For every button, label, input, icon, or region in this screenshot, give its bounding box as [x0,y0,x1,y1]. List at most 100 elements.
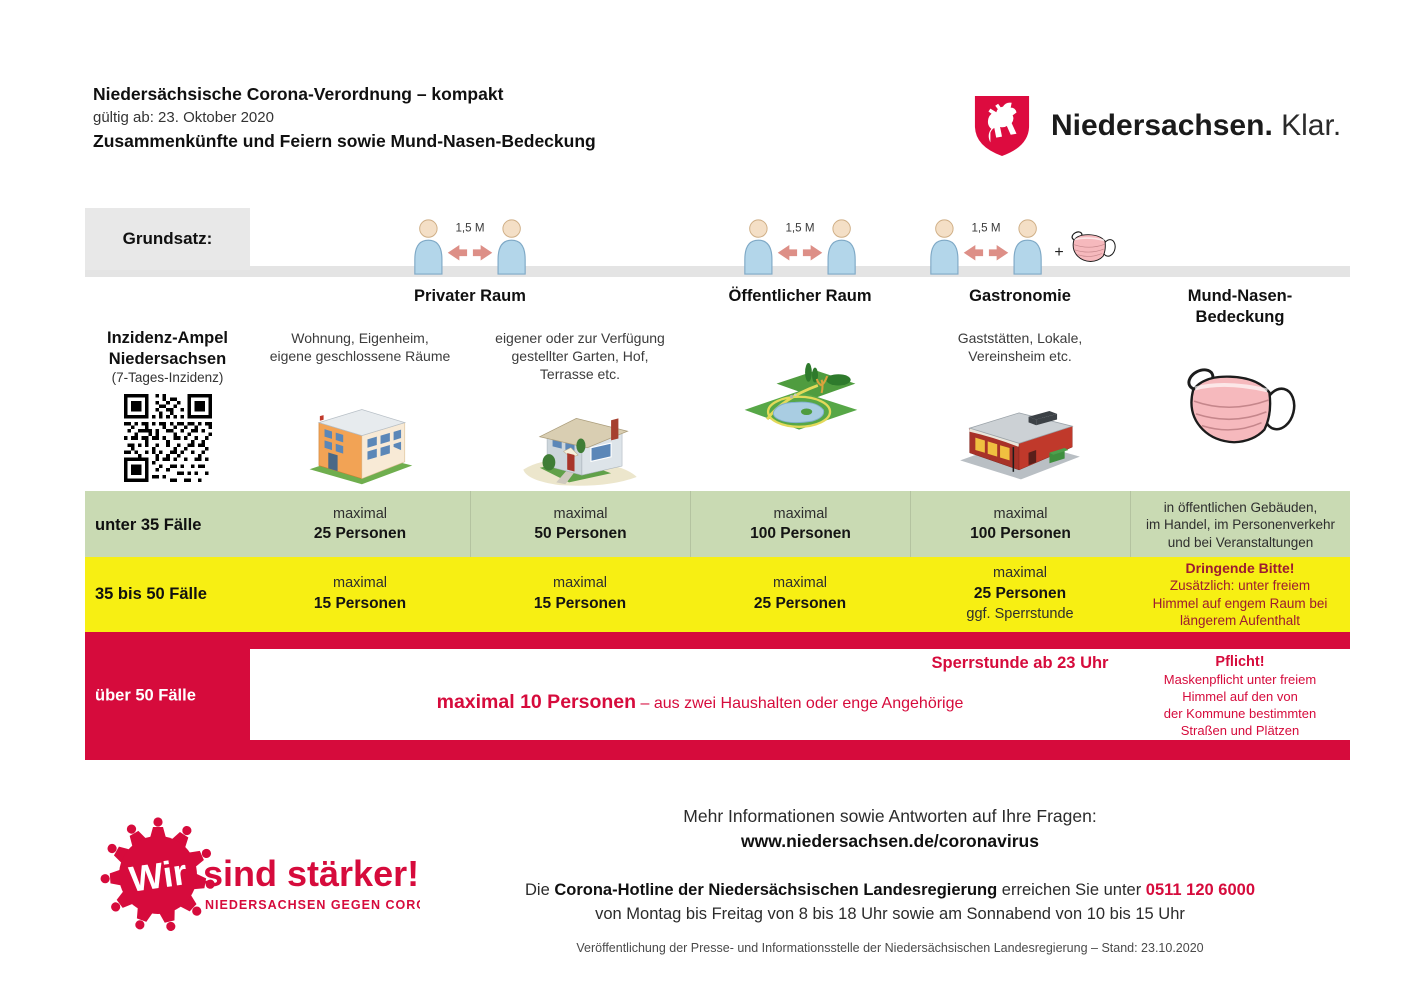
hotline-prefix: Die [525,881,555,899]
face-mask-icon [1181,363,1299,453]
limit-value: 100 Personen [750,525,851,543]
campaign-subline: NIEDERSACHSEN GEGEN CORONA [205,898,420,912]
limit-value: 50 Personen [534,525,627,543]
two-people-distance-icon [737,216,863,276]
valid-from: gültig ab: 23. Oktober 2020 [93,108,274,126]
info-line: Mehr Informationen sowie Antworten auf I… [683,806,1097,826]
niedersachsen-coat-of-arms-icon [974,96,1030,156]
distance-rule-private [250,208,690,278]
hotline-line: Die Corona-Hotline der Niedersächsischen… [460,881,1320,900]
max-persons-value: maximal 10 Personen [436,691,637,713]
house-garden-illustration [523,418,637,486]
yellow-cell-mask: Dringende Bitte! Zusätzlich: unter freie… [1130,557,1350,632]
page-subtitle: Zusammenkünfte und Feiern sowie Mund-Nas… [93,130,596,151]
limit-value: 25 Personen [753,594,847,612]
mask-obligation: Pflicht! Maskenpflicht unter freiem Himm… [1130,653,1350,739]
limit-qualifier: maximal [333,575,387,592]
red-row-content-box: Sperrstunde ab 23 Uhr maximal 10 Persone… [250,649,1350,740]
curfew-note: ggf. Sperrstunde [966,605,1074,622]
private-outdoor-cell: eigener oder zur Verfügung gestellter Ga… [470,326,690,489]
campaign-people-ring [99,817,217,933]
green-cell-public: maximal 100 Personen [690,491,910,559]
private-indoor-cell: Wohnung, Eigenheim, eigene geschlossene … [250,326,470,489]
campaign-slogan: sind stärker! [203,853,419,894]
apartment-building-illustration [309,409,413,485]
row-over-50: über 50 Fälle Sperrstunde ab 23 Uhr maxi… [85,632,1350,760]
obligation-title: Pflicht! [1215,654,1265,670]
max-persons-rule: maximal 10 Personen – aus zwei Haushalte… [250,691,1150,714]
mask-cell [1130,326,1350,489]
green-cell-private-outdoor: maximal 50 Personen [470,491,690,559]
grey-divider-bar [85,266,1350,277]
column-header-mund-nasen-bedeckung: Mund-Nasen- Bedeckung [1187,287,1293,327]
limit-value: 15 Personen [533,594,627,612]
campaign-wir-text: Wir [127,851,190,900]
publisher-line: Veröffentlichung der Presse- und Informa… [576,941,1204,955]
grundsatz-row: Grundsatz: + [85,208,1350,278]
qr-code [123,394,212,483]
private-outdoor-description: eigener oder zur Verfügung gestellter Ga… [495,330,665,383]
curfew-rule: Sperrstunde ab 23 Uhr [931,654,1109,672]
limit-qualifier: maximal [553,505,608,522]
limit-qualifier: maximal [993,505,1048,522]
limit-qualifier: maximal [773,575,827,592]
brand-claim: Klar. [1281,109,1342,142]
document-header: Niedersächsische Corona-Verordnung – kom… [93,84,596,153]
row-label-over-50: über 50 Fälle [95,686,196,705]
green-cell-private-indoor: maximal 25 Personen [250,491,470,559]
yellow-cell-gastronomy: maximal 25 Personen ggf. Sperrstunde [910,557,1130,632]
max-persons-detail: – aus zwei Haushalten oder enge Angehöri… [636,695,964,712]
description-row: Inzidenz-Ampel Niedersachsen (7-Tages-In… [85,326,1350,489]
gastronomy-description: Gaststätten, Lokale, Vereinsheim etc. [957,330,1083,365]
public-space-cell [690,326,910,489]
yellow-cell-private-indoor: maximal 15 Personen [250,557,470,632]
column-header-oeffentlicher-raum: Öffentlicher Raum [728,287,872,305]
niedersachsen-brand: Niedersachsen. Klar. [973,94,1341,158]
green-cell-mask: in öffentlichen Gebäuden, im Handel, im … [1130,491,1350,559]
footer-info: Mehr Informationen sowie Antworten auf I… [460,806,1320,924]
row-label-35-to-50: 35 bis 50 Fälle [95,585,207,603]
plus-sign: + [1054,244,1064,261]
restaurant-illustration [960,411,1080,480]
campaign-logo: Wir sind stärker! NIEDERSACHSEN GEGEN CO… [85,783,446,940]
column-headers: Privater Raum Öffentlicher Raum Gastrono… [85,278,1350,326]
brand-wordmark: Niedersachsen. Klar. [1051,109,1341,143]
gastronomy-cell: Gaststätten, Lokale, Vereinsheim etc. [910,326,1130,489]
grundsatz-label: Grundsatz: [85,208,250,270]
row-35-to-50: 35 bis 50 Fälle maximal 15 Personen maxi… [85,557,1350,632]
yellow-cell-private-outdoor: maximal 15 Personen [470,557,690,632]
hotline-hours: von Montag bis Freitag von 8 bis 18 Uhr … [595,905,1185,923]
column-header-gastronomie: Gastronomie [969,287,1071,305]
limit-qualifier: maximal [553,575,607,592]
limit-value: 25 Personen [973,585,1067,603]
inzidenz-ampel-block: Inzidenz-Ampel Niedersachsen (7-Tages-In… [85,326,250,489]
hotline-name: Corona-Hotline der Niedersächsischen Lan… [554,881,998,899]
limit-value: 100 Personen [970,525,1071,543]
limit-value: 25 Personen [313,525,407,543]
regulation-table: Grundsatz: + Privater Raum Öffentlicher … [85,208,1350,760]
row-under-35: unter 35 Fälle maximal 25 Personen maxim… [85,489,1350,559]
limit-qualifier: maximal [773,505,828,522]
hotline-mid: erreichen Sie unter [997,881,1146,899]
green-cell-gastronomy: maximal 100 Personen [910,491,1130,559]
row-label-under-35: unter 35 Fälle [95,515,202,534]
yellow-cell-public: maximal 25 Personen [690,557,910,632]
column-header-privater-raum: Privater Raum [414,287,526,305]
limit-value: 15 Personen [313,594,407,612]
limit-qualifier: maximal [993,565,1047,582]
mask-rule-note: in öffentlichen Gebäuden, im Handel, im … [1145,499,1336,550]
hotline-number: 0511 120 6000 [1145,881,1255,899]
info-url: www.niedersachsen.de/coronavirus [741,831,1039,851]
inzidenz-ampel-subtitle: (7-Tages-Inzidenz) [111,370,224,386]
brand-name: Niedersachsen. [1051,109,1273,142]
obligation-text: Maskenpflicht unter freiem Himmel auf de… [1163,671,1317,738]
two-people-distance-icon [407,216,533,276]
two-people-distance-icon [923,216,1049,276]
inzidenz-ampel-title: Inzidenz-Ampel Niedersachsen [106,329,228,368]
park-illustration [744,362,858,430]
distance-rule-gastronomy: + [910,208,1130,278]
limit-qualifier: maximal [333,505,387,522]
page-title: Niedersächsische Corona-Verordnung – kom… [93,84,504,104]
urgent-request-title: Dringende Bitte! [1185,560,1295,577]
